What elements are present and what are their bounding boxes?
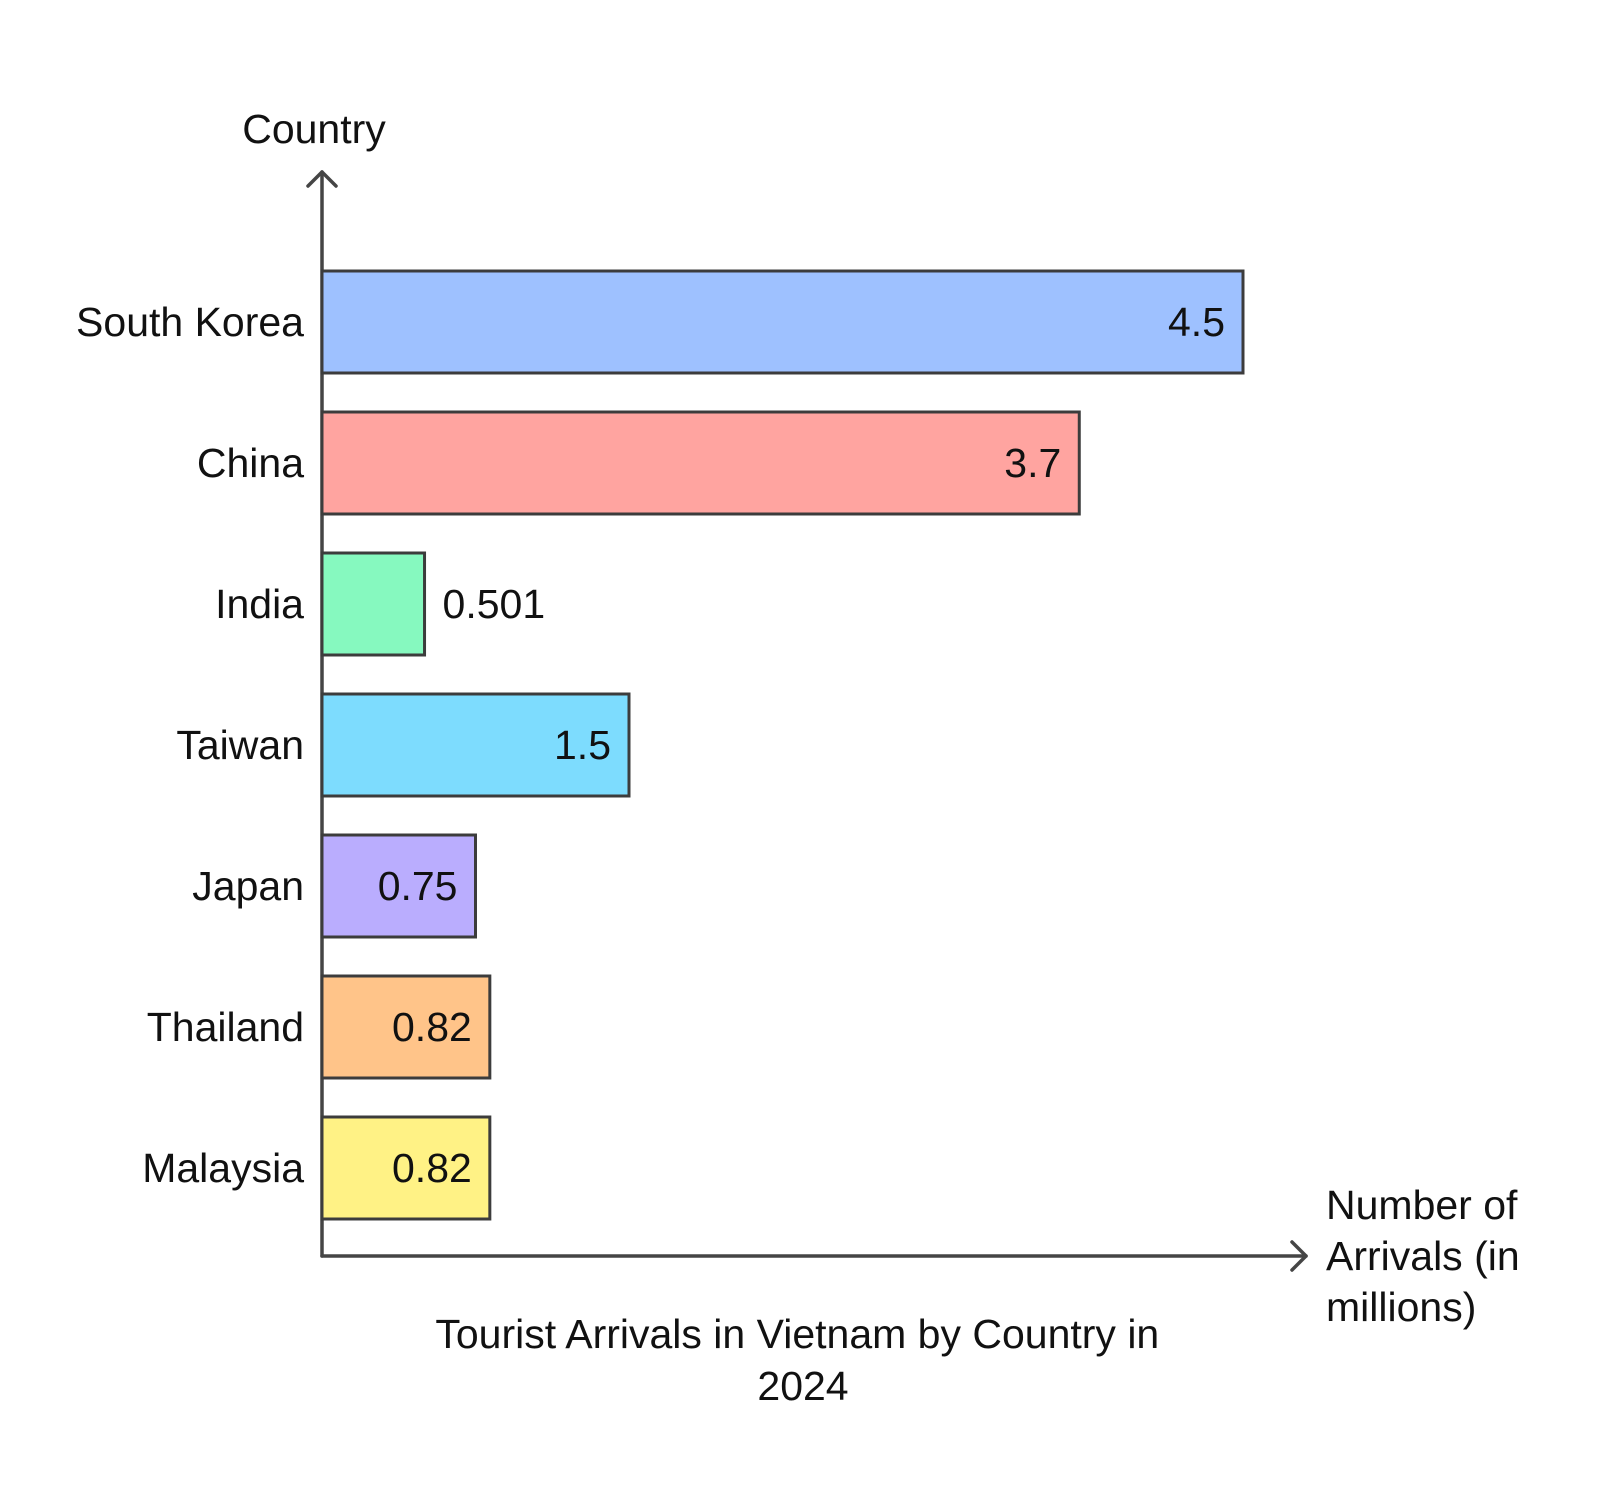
value-label-malaysia: 0.82 [392,1145,472,1191]
x-axis-title-line-2: Arrivals (in [1326,1233,1520,1279]
value-label-china: 3.7 [1004,440,1061,486]
bar-thailand [320,974,492,1080]
chart-title-line-2: 2024 [757,1363,848,1409]
bar-south-korea [320,269,1245,375]
category-label-japan: Japan [192,863,304,909]
category-label-taiwan: Taiwan [176,722,304,768]
x-axis-title: Number of Arrivals (in millions) [1326,1182,1531,1330]
chart-title-line-1: Tourist Arrivals in Vietnam by Country i… [435,1311,1159,1357]
value-label-japan: 0.75 [378,863,458,909]
bars-group [320,269,1245,1221]
bar-china [320,410,1081,516]
category-label-india: India [215,581,304,627]
bar-india [320,551,427,657]
bar-taiwan [320,692,631,798]
x-axis-title-line-1: Number of [1326,1182,1518,1228]
chart-title: Tourist Arrivals in Vietnam by Country i… [435,1311,1170,1409]
bar-japan [320,833,477,939]
x-axis-arrow-icon [1290,1240,1308,1272]
bar-malaysia [320,1115,492,1221]
category-label-china: China [197,440,304,486]
y-axis-arrow-icon [306,170,338,188]
y-axis-title: Country [242,106,386,152]
x-axis-title-line-3: millions) [1326,1284,1476,1330]
value-label-thailand: 0.82 [392,1004,472,1050]
value-label-south-korea: 4.5 [1168,299,1225,345]
value-label-taiwan: 1.5 [554,722,611,768]
category-label-thailand: Thailand [147,1004,304,1050]
value-labels: 4.5 3.7 0.501 1.5 0.75 0.82 0.82 [378,299,1225,1191]
category-labels: South Korea China India Taiwan Japan Thailand… [76,299,304,1191]
category-label-malaysia: Malaysia [142,1145,304,1191]
value-label-india: 0.501 [443,581,546,627]
category-label-south-korea: South Korea [76,299,304,345]
